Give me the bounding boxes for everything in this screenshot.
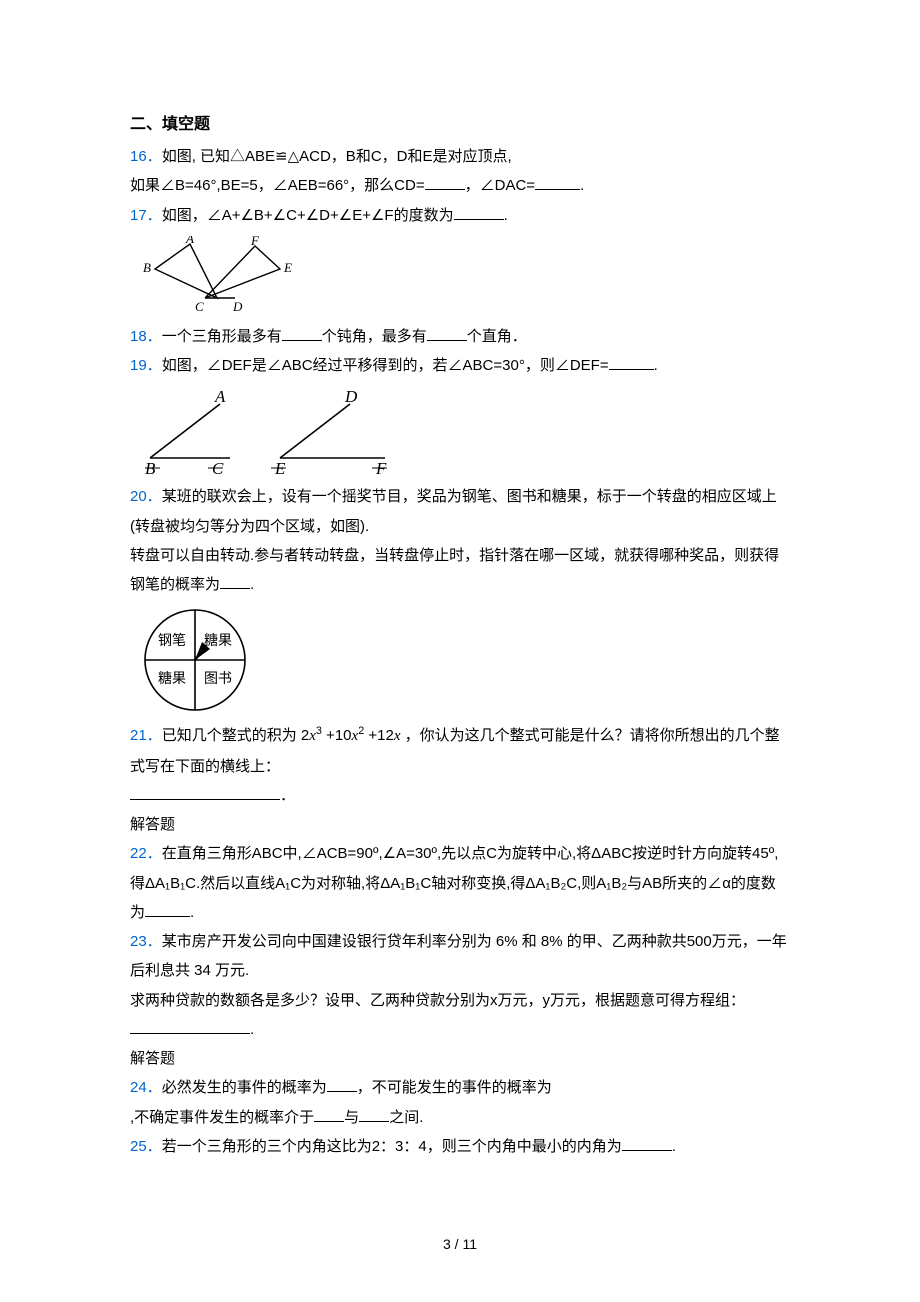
q18-b: 个钝角，最多有 <box>322 328 427 345</box>
q19-line: 19．如图，∠DEF是∠ABC经过平移得到的，若∠ABC=30°，则∠DEF=. <box>130 351 790 380</box>
q23-text1: 某市房产开发公司向中国建设银行贷年利率分别为 6% 和 8% 的甲、乙两种款共5… <box>130 933 787 979</box>
q18-c: 个直角． <box>467 328 527 345</box>
q21-b: +10 <box>322 727 352 744</box>
q19-number: 19． <box>130 357 162 374</box>
q24-line1: 24．必然发生的事件的概率为 ，不可能发生的事件的概率为 <box>130 1073 790 1102</box>
q19-a: 如图，∠DEF是∠ABC经过平移得到的，若∠ABC=30°，则∠DEF= <box>162 357 609 374</box>
q24-e: 之间. <box>389 1109 423 1126</box>
q23-line1: 23．某市房产开发公司向中国建设银行贷年利率分别为 6% 和 8% 的甲、乙两种… <box>130 927 790 986</box>
q21-e: ． <box>280 787 295 804</box>
q17-text-b: . <box>504 207 508 224</box>
q16-line1: 16．如图, 已知△ABE≌△ACD，B和C，D和E是对应顶点, <box>130 142 790 171</box>
q19-figure: A B C D E F <box>140 386 790 476</box>
q16-text2c: . <box>580 177 584 194</box>
q17-text-a: 如图，∠A+∠B+∠C+∠D+∠E+∠F的度数为 <box>162 207 454 224</box>
q17-label-E: E <box>283 260 292 275</box>
q16-line2: 如果∠B=46°,BE=5，∠AEB=66°，那么CD= ，∠DAC=. <box>130 171 790 200</box>
q17-label-B: B <box>143 260 151 275</box>
q18-blank1 <box>282 326 322 341</box>
q20-line2: 转盘可以自由转动.参与者转动转盘，当转盘停止时，指针落在哪一区域，就获得哪种奖品… <box>130 541 790 600</box>
q20-wheel-bl: 糖果 <box>158 671 186 687</box>
q23-text2: 求两种贷款的数额各是多少？设甲、乙两种贷款分别为x万元，y万元，根据题意可得方程… <box>130 992 745 1009</box>
q20-text2b: . <box>250 576 254 593</box>
q19-label-A: A <box>214 387 226 406</box>
q17-blank <box>454 205 504 220</box>
q24-line2: ,不确定事件发生的概率介于 与 之间. <box>130 1103 790 1132</box>
q16-blank2 <box>535 175 580 190</box>
q20-line1: 20．某班的联欢会上，设有一个摇奖节目，奖品为钢笔、图书和糖果，标于一个转盘的相… <box>130 482 790 541</box>
q20-wheel-tr: 糖果 <box>204 633 232 649</box>
q20-wheel-tl: 钢笔 <box>158 633 186 649</box>
q16-text2b: ，∠DAC= <box>465 177 535 194</box>
q25-number: 25． <box>130 1138 162 1155</box>
section-heading: 二、填空题 <box>130 110 790 134</box>
q21-blank <box>130 785 280 800</box>
q16-text1: 如图, 已知△ABE≌△ACD，B和C，D和E是对应顶点, <box>162 148 512 165</box>
q22-b: . <box>190 904 194 921</box>
q22-number: 22． <box>130 845 162 862</box>
q18-line: 18．一个三角形最多有 个钝角，最多有 个直角． <box>130 322 790 351</box>
q21-a: 已知几个整式的积为 2 <box>162 727 310 744</box>
q18-blank2 <box>427 326 467 341</box>
page-number: 3 / 11 <box>0 1236 920 1252</box>
q24-blank3 <box>359 1107 389 1122</box>
q16-text2a: 如果∠B=46°,BE=5，∠AEB=66°，那么CD= <box>130 177 425 194</box>
q24-a: 必然发生的事件的概率为 <box>162 1079 327 1096</box>
q20-number: 20． <box>130 488 162 505</box>
q17-label-D: D <box>232 299 243 314</box>
q24-blank1 <box>327 1077 357 1092</box>
q16-blank1 <box>425 175 465 190</box>
q24-blank2 <box>314 1107 344 1122</box>
q16-number: 16． <box>130 148 162 165</box>
q21-x3: x <box>394 728 401 744</box>
q20-wheel-br: 图书 <box>204 671 232 687</box>
q21-x1: x <box>309 728 316 744</box>
q22-blank <box>145 902 190 917</box>
q21-number: 21． <box>130 727 162 744</box>
q25-blank <box>622 1136 672 1151</box>
q17-label-C: C <box>195 299 204 314</box>
q24-c: ,不确定事件发生的概率介于 <box>130 1109 314 1126</box>
q19-label-D: D <box>344 387 358 406</box>
q19-b: . <box>654 357 658 374</box>
q20-text1: 某班的联欢会上，设有一个摇奖节目，奖品为钢笔、图书和糖果，标于一个转盘的相应区域… <box>130 488 777 534</box>
q18-a: 一个三角形最多有 <box>162 328 282 345</box>
q21-c: +12 <box>364 727 394 744</box>
q24-d: 与 <box>344 1109 359 1126</box>
q24-number: 24． <box>130 1079 162 1096</box>
q17-number: 17． <box>130 207 162 224</box>
q19-blank <box>609 355 654 370</box>
q17-line: 17．如图，∠A+∠B+∠C+∠D+∠E+∠F的度数为. <box>130 201 790 230</box>
q22-text: 在直角三角形ABC中,∠ACB=90º,∠A=30º,先以点C为旋转中心,将ΔA… <box>130 845 778 921</box>
q23-number: 23． <box>130 933 162 950</box>
q17-diagram: A B C D E F <box>140 236 300 316</box>
q20-wheel: 钢笔 糖果 糖果 图书 <box>140 605 250 715</box>
q25-a: 若一个三角形的三个内角这比为2：3：4，则三个内角中最小的内角为 <box>162 1138 622 1155</box>
q23-line2: 求两种贷款的数额各是多少？设甲、乙两种贷款分别为x万元，y万元，根据题意可得方程… <box>130 986 790 1045</box>
q25-b: . <box>672 1138 676 1155</box>
q17-figure: A B C D E F <box>140 236 790 316</box>
q25-line: 25．若一个三角形的三个内角这比为2：3：4，则三个内角中最小的内角为. <box>130 1132 790 1161</box>
q23-blank <box>130 1019 250 1034</box>
q22-line: 22．在直角三角形ABC中,∠ACB=90º,∠A=30º,先以点C为旋转中心,… <box>130 839 790 927</box>
q17-label-F: F <box>250 236 260 248</box>
q21-line1: 21．已知几个整式的积为 2x3 +10x2 +12x ，你认为这几个整式可能是… <box>130 721 790 781</box>
q20-figure: 钢笔 糖果 糖果 图书 <box>140 605 790 715</box>
q21-line2: ． <box>130 781 790 810</box>
q18-number: 18． <box>130 328 162 345</box>
q24-b: ，不可能发生的事件的概率为 <box>357 1079 552 1096</box>
q23-b: . <box>250 1021 254 1038</box>
solve-heading-2: 解答题 <box>130 1044 790 1073</box>
q19-diagram: A B C D E F <box>140 386 400 476</box>
document-page: 二、填空题 16．如图, 已知△ABE≌△ACD，B和C，D和E是对应顶点, 如… <box>0 0 920 1302</box>
solve-heading-1: 解答题 <box>130 810 790 839</box>
q20-blank <box>220 574 250 589</box>
q17-label-A: A <box>185 236 194 246</box>
